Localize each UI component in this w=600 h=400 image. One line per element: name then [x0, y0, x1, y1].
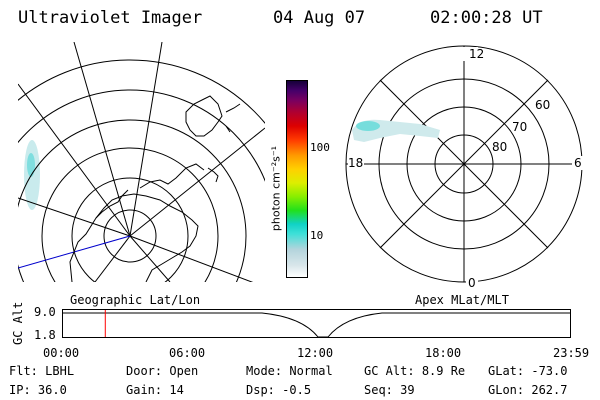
mlt-label-12: 12	[469, 47, 485, 61]
status-mode: Mode: Normal	[246, 364, 333, 378]
latitude-circle	[18, 119, 247, 282]
timeline-ymax-label: 9.0	[34, 305, 56, 319]
colorbar-unit-label: photon cm⁻²s⁻¹	[269, 145, 283, 232]
antarctica-outline	[69, 193, 199, 282]
mlat-label-80: 80	[492, 140, 508, 154]
mlt-label-0: 0	[468, 276, 476, 290]
status-dsp: Dsp: -0.5	[246, 383, 312, 397]
status-glon: GLon: 262.7	[488, 383, 568, 397]
mlt-diagonal	[379, 79, 549, 249]
latitude-circle	[71, 177, 189, 282]
mlt-label-18: 18	[348, 156, 364, 170]
status-seq: Seq: 39	[364, 383, 415, 397]
timeline-frame	[62, 309, 571, 338]
status-door: Door: Open	[126, 364, 199, 378]
status-glat: GLat: -73.0	[488, 364, 568, 378]
x-tick-2359: 23:59	[553, 346, 590, 360]
colorbar-tick-100: 100	[310, 141, 330, 154]
status-ip: IP: 36.0	[9, 383, 67, 397]
latitude-circle	[18, 89, 265, 182]
mlat-label-60: 60	[535, 98, 551, 112]
apex-caption: Apex MLat/MLT	[415, 293, 509, 307]
x-tick-0600: 06:00	[169, 346, 206, 360]
altitude-curve	[62, 312, 571, 338]
mlt-label-6: 6	[574, 156, 582, 170]
geographic-map-panel	[18, 42, 265, 282]
apex-polar-plot	[345, 45, 586, 288]
intensity-colorbar	[286, 80, 308, 278]
x-tick-1800: 18:00	[425, 346, 462, 360]
latitude-circle	[103, 209, 157, 263]
timeline-ymin-label: 1.8	[34, 328, 56, 342]
mlat-label-70: 70	[512, 120, 528, 134]
altitude-timeline[interactable]	[62, 309, 572, 339]
status-gain: Gain: 14	[126, 383, 184, 397]
geographic-caption: Geographic Lat/Lon	[70, 293, 201, 307]
x-tick-0000: 00:00	[43, 346, 80, 360]
instrument-title: Ultraviolet Imager	[18, 8, 203, 28]
time-label: 02:00:28 UT	[430, 8, 543, 28]
colorbar-tick-10: 10	[310, 229, 324, 242]
australia-outline	[185, 95, 223, 137]
timeline-y-label: GC Alt	[11, 301, 25, 345]
date-label: 04 Aug 07	[273, 8, 366, 28]
x-tick-1200: 12:00	[297, 346, 334, 360]
status-filter: Flt: LBHL	[9, 364, 75, 378]
latitude-circle	[41, 147, 219, 282]
status-gc-alt: GC Alt: 8.9 Re	[364, 364, 466, 378]
latitude-circle	[18, 59, 265, 124]
